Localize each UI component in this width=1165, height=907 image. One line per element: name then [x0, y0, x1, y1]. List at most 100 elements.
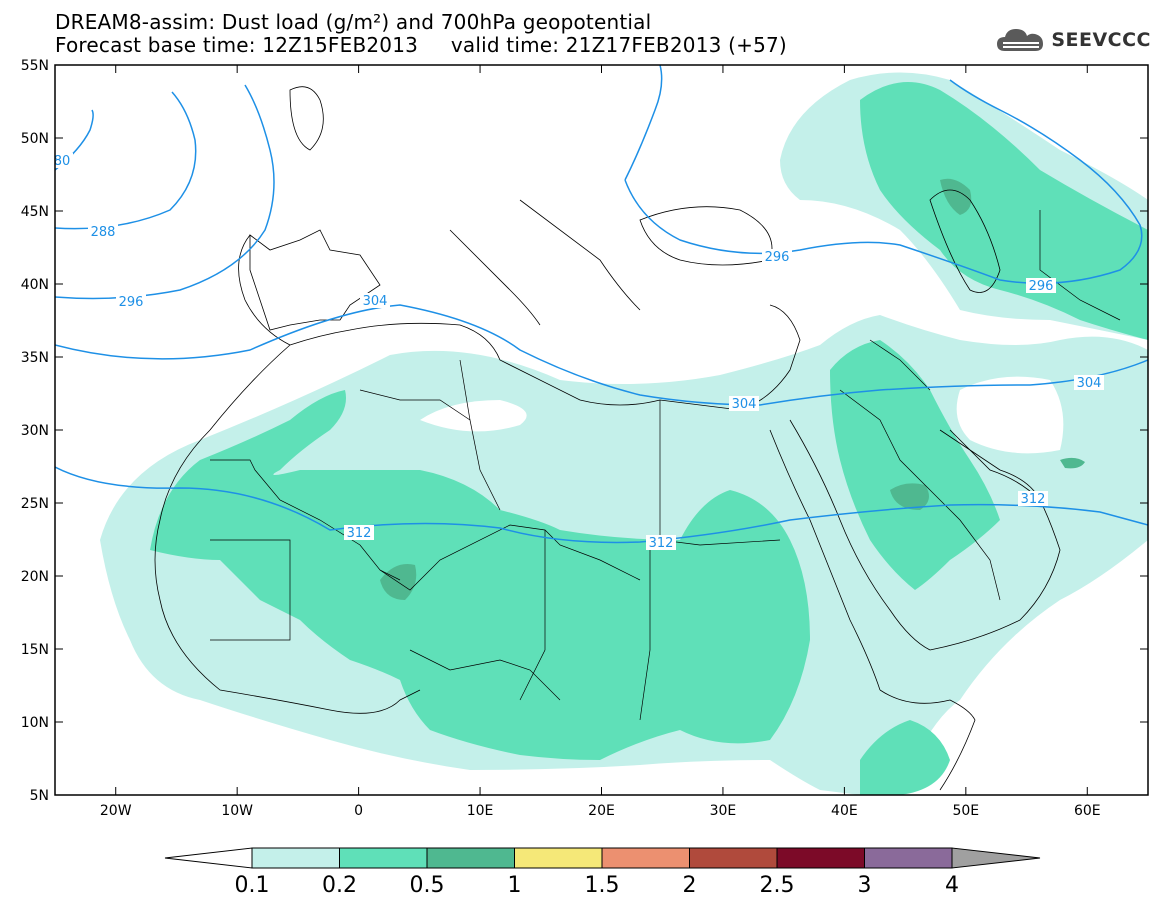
border-mali-niger [379, 524, 641, 591]
colorbar-segment [339, 847, 428, 869]
colorbar-segment [251, 847, 340, 869]
colorbar-segment [601, 847, 690, 869]
dust-shading [100, 72, 1148, 795]
contour-label: 312 [649, 536, 674, 551]
lat-tick-label: 50N [21, 131, 49, 147]
lat-tick-label: 20N [21, 569, 49, 585]
lon-tick-label: 20W [100, 803, 132, 819]
border-algeria [359, 389, 471, 421]
colorbar-label: 0.5 [410, 873, 445, 898]
contour-label-bg [729, 396, 759, 411]
lon-tick-label: 50E [952, 803, 979, 819]
lat-tick-label: 15N [21, 642, 49, 658]
border-iraq-iran [869, 339, 931, 391]
clear-area-libya [420, 400, 527, 432]
colorbar-low-triangle [164, 847, 253, 869]
colorbar-label: 3 [858, 873, 872, 898]
contour-label-bg [344, 525, 374, 540]
colorbar-label: 1.5 [585, 873, 620, 898]
axis-ticks: 55N 50N 45N 40N 35N 30N 25N 20N 15N 10N 5N 20W 10W 0 1… [21, 58, 1148, 819]
dust-0.2-band-arabia [830, 340, 1000, 590]
lat-tick-label: 10N [21, 715, 49, 731]
lon-tick-label: 40E [831, 803, 858, 819]
contour-label-bg [762, 249, 792, 264]
colorbar-segment [514, 847, 603, 869]
lat-tick-label: 40N [21, 277, 49, 293]
contour-296-east [624, 65, 1143, 285]
coastline-north-africa [289, 304, 801, 411]
colorbar-label: 0.2 [322, 873, 357, 898]
logo-text: SEEVCCC [1051, 29, 1151, 51]
contour-label: 80 [54, 154, 71, 169]
country-borders [210, 210, 1121, 721]
lon-tick-label: 0 [354, 803, 363, 819]
contour-label-bg [360, 293, 390, 308]
contour-304 [55, 304, 1148, 406]
contour-label: 304 [732, 397, 757, 412]
contour-labels: 80 288 296 304 296 296 304 304 312 312 312 [51, 153, 1104, 551]
coastline-caspian [929, 189, 1001, 293]
lat-tick-label: 55N [21, 58, 49, 74]
dust-0.5-patch-caspian [940, 178, 972, 215]
border-egypt-libya [659, 400, 781, 546]
colorbar-label: 2 [683, 873, 697, 898]
map-title: DREAM8-assim: Dust load (g/m²) and 700hP… [55, 10, 652, 34]
colorbar-segment [426, 847, 515, 869]
clear-area-iran [956, 376, 1064, 454]
border-chad [519, 530, 546, 701]
contour-label: 312 [347, 526, 372, 541]
contour-label: 288 [91, 225, 116, 240]
dust-0.5-patch-arabia [890, 483, 929, 510]
contour-label: 304 [1077, 376, 1102, 391]
seevccc-logo: SEEVCCC [995, 24, 1151, 56]
lon-tick-label: 20E [588, 803, 615, 819]
lat-tick-label: 5N [30, 788, 49, 804]
coastline-red-sea-east [789, 419, 931, 651]
coastline-europe [249, 229, 381, 331]
contour-label-bg [646, 535, 676, 550]
contour-label-bg [1026, 278, 1056, 293]
contour-label-bg [51, 153, 73, 168]
coastline-horn-of-africa [879, 689, 976, 791]
lat-tick-label: 25N [21, 496, 49, 512]
contour-312 [55, 466, 1148, 544]
lon-tick-label: 10W [221, 803, 253, 819]
coastline-balkans [519, 199, 641, 311]
coastline-gulf [939, 429, 1041, 501]
coastline-west-africa [154, 344, 421, 714]
coastlines [154, 86, 1061, 791]
contour-label: 296 [119, 295, 144, 310]
forecast-time-line: Forecast base time: 12Z15FEB2013 valid t… [55, 33, 787, 57]
coastline-red-sea-west [769, 429, 881, 691]
contour-label-bg [88, 224, 118, 239]
colorbar-label: 1 [508, 873, 522, 898]
contour-label: 296 [1029, 279, 1054, 294]
dust-0.5-patch-gulf [1060, 457, 1085, 469]
border-south-sahel [409, 649, 561, 701]
colorbar: 0.1 0.2 0.5 1 1.5 2 2.5 3 4 [164, 847, 1041, 898]
coastline-italy [449, 229, 541, 326]
coastline-iberia [238, 234, 291, 346]
colorbar-segment [776, 847, 865, 869]
contour-label: 296 [765, 250, 790, 265]
lat-tick-label: 30N [21, 423, 49, 439]
border-libya-algeria [459, 359, 501, 511]
dust-0.2-band-sahara [150, 390, 810, 760]
contour-label-bg [1018, 491, 1048, 506]
coastline-uk [289, 86, 324, 151]
coastline-arabia [929, 429, 1061, 651]
colorbar-segment [864, 847, 953, 869]
border-saudi-arabia [839, 389, 1001, 601]
lon-tick-label: 60E [1074, 803, 1101, 819]
contour-label-bg [116, 294, 146, 309]
lon-tick-label: 30E [710, 803, 737, 819]
dust-0.2-band-ethiopia [860, 720, 950, 795]
dust-0.2-band-caspian [860, 82, 1148, 340]
contour-label: 312 [1021, 492, 1046, 507]
border-western-sahara [210, 459, 401, 581]
lat-tick-label: 45N [21, 204, 49, 220]
colorbar-segment [689, 847, 778, 869]
lon-tick-label: 10E [467, 803, 494, 819]
border-mauritania [210, 539, 291, 641]
